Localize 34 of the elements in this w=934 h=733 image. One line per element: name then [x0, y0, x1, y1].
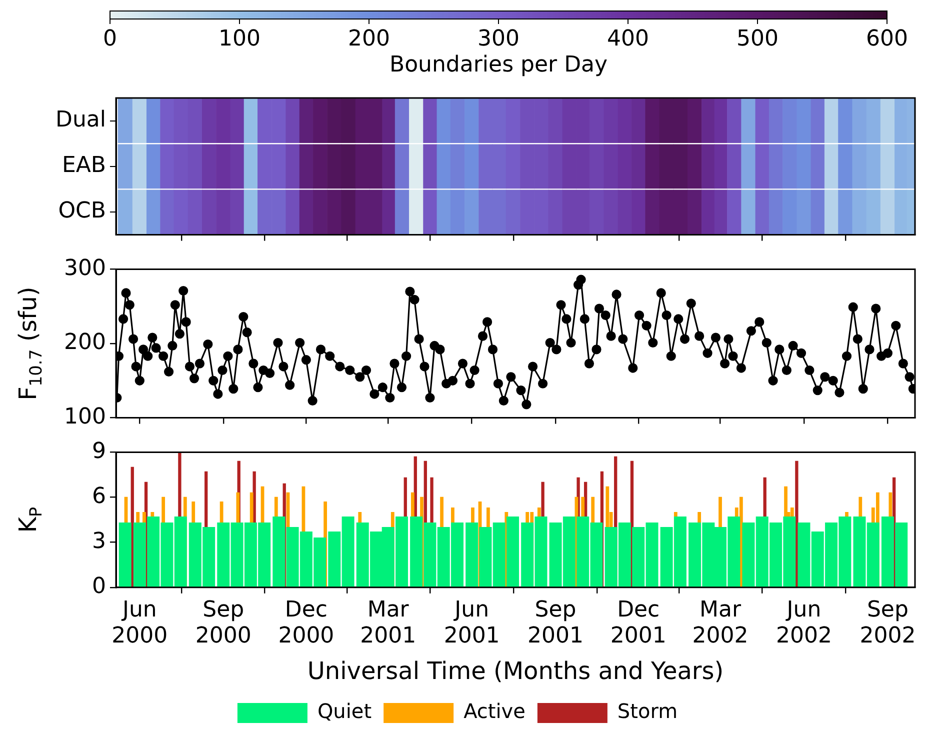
y-tick-label: 200 — [64, 330, 106, 356]
color-bar-label: 500 — [736, 26, 778, 52]
x-tick-label: Dec 2001 — [610, 597, 666, 649]
color-bar-label: 400 — [607, 26, 649, 52]
legend-label: Active — [464, 699, 526, 724]
x-tick-label: Sep 2002 — [860, 597, 916, 649]
color-bar-label: 100 — [218, 26, 260, 52]
x-tick-label: Sep 2001 — [528, 597, 584, 649]
x-tick-label: Jun 2000 — [112, 597, 168, 649]
y-axis-title: KP — [14, 506, 46, 533]
x-tick-label: Dec 2000 — [278, 597, 334, 649]
y-axis-title: F10.7 (sfu) — [14, 286, 46, 400]
x-tick-label: Mar 2002 — [692, 597, 748, 649]
y-tick-label: 0 — [92, 574, 106, 600]
x-tick-label: Jun 2002 — [776, 597, 832, 649]
x-tick-label: Mar 2001 — [360, 597, 416, 649]
x-tick-label: Sep 2000 — [195, 597, 252, 649]
legend-label: Storm — [617, 699, 678, 724]
color-bar-label: 200 — [348, 26, 390, 52]
color-bar-label: 300 — [478, 26, 520, 52]
y-tick-label: 100 — [64, 404, 106, 430]
y-tick-label: 9 — [92, 438, 106, 464]
y-tick-label: OCB — [58, 198, 106, 224]
x-axis-title: Universal Time (Months and Years) — [307, 656, 724, 685]
legend-label: Quiet — [317, 699, 372, 724]
y-tick-label: EAB — [62, 153, 106, 178]
color-bar-label: 600 — [866, 26, 908, 52]
y-tick-label: 300 — [64, 256, 106, 281]
color-bar-title: Boundaries per Day — [389, 52, 608, 78]
bar — [118, 522, 132, 588]
y-tick-label: 6 — [92, 484, 106, 509]
x-tick-label: Jun 2001 — [444, 597, 500, 649]
y-tick-label: 3 — [92, 529, 106, 554]
y-tick-label: Dual — [56, 108, 106, 133]
